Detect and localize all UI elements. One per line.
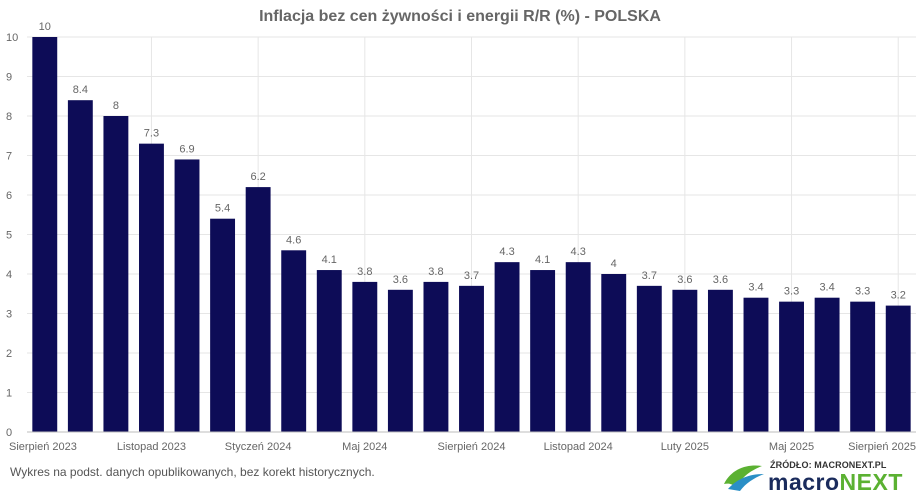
bars-layer xyxy=(32,37,911,432)
y-tick-label: 8 xyxy=(6,111,12,123)
bar-value-label: 6.2 xyxy=(250,171,265,183)
bar-value-label: 3.7 xyxy=(642,270,657,282)
bar-value-label: 3.3 xyxy=(855,286,870,298)
bar-value-label: 3.4 xyxy=(748,282,763,294)
logo-source-text: ŹRÓDŁO: MACRONEXT.PL xyxy=(770,460,887,470)
bar xyxy=(210,218,236,432)
bar xyxy=(281,250,307,432)
bar xyxy=(814,297,840,432)
x-tick-label: Luty 2025 xyxy=(661,441,709,453)
bar-value-label: 3.3 xyxy=(784,286,799,298)
y-tick-label: 1 xyxy=(6,388,12,400)
bar xyxy=(636,285,662,432)
logo-wordmark: macroNEXT xyxy=(768,470,903,494)
x-tick-label: Sierpień 2025 xyxy=(848,441,916,453)
bar xyxy=(103,116,129,432)
bar-value-label: 4.1 xyxy=(322,254,337,266)
bar-value-label: 4.1 xyxy=(535,254,550,266)
source-logo: ŹRÓDŁO: MACRONEXT.PL macroNEXT xyxy=(722,458,918,496)
data-labels-layer: 10 8.4 8 7.3 6.9 5.4 6.2 4.6 4.1 3.8 3.6 3.8 3.7 4.3 4… xyxy=(39,21,906,302)
bar xyxy=(352,281,378,432)
x-tick-label: Listopad 2023 xyxy=(117,441,186,453)
y-tick-label: 2 xyxy=(6,348,12,360)
bar-value-label: 4.3 xyxy=(499,246,514,258)
bar-value-label: 6.9 xyxy=(179,143,194,155)
bar-value-label: 3.8 xyxy=(357,266,372,278)
bar xyxy=(139,143,164,432)
chart-title: Inflacja bez cen żywności i energii R/R … xyxy=(259,8,661,25)
bar-value-label: 3.2 xyxy=(891,290,906,302)
bar xyxy=(494,262,520,432)
bar xyxy=(885,305,911,432)
y-tick-label: 5 xyxy=(6,230,12,242)
bar-value-label: 4.6 xyxy=(286,234,301,246)
bar-value-label: 3.8 xyxy=(428,266,443,278)
x-tick-label: Maj 2024 xyxy=(342,441,387,453)
y-tick-label: 10 xyxy=(6,32,18,44)
x-tick-label: Listopad 2024 xyxy=(544,441,613,453)
bar xyxy=(530,270,556,432)
bar-value-label: 7.3 xyxy=(144,128,159,140)
logo-word-part2: NEXT xyxy=(839,469,903,495)
x-tick-label: Sierpień 2023 xyxy=(9,441,77,453)
bar-value-label: 10 xyxy=(39,21,51,33)
bar xyxy=(423,281,449,432)
bar xyxy=(245,187,271,432)
bar-value-label: 4.3 xyxy=(571,246,586,258)
bar xyxy=(672,289,698,432)
bar xyxy=(316,270,342,432)
y-tick-label: 7 xyxy=(6,151,12,163)
bar-value-label: 3.6 xyxy=(393,274,408,286)
bar xyxy=(707,289,733,432)
bar-value-label: 8.4 xyxy=(73,84,88,96)
bar-value-label: 3.6 xyxy=(677,274,692,286)
bar-value-label: 4 xyxy=(611,258,617,270)
bar xyxy=(174,159,200,432)
footnote: Wykres na podst. danych opublikowanych, … xyxy=(10,465,375,479)
bar xyxy=(743,297,769,432)
x-axis: Sierpień 2023 Listopad 2023 Styczeń 2024 Ma… xyxy=(9,431,916,453)
x-tick-label: Sierpień 2024 xyxy=(438,441,506,453)
y-tick-label: 6 xyxy=(6,190,12,202)
bar xyxy=(565,262,591,432)
y-tick-label: 4 xyxy=(6,269,12,281)
bar xyxy=(32,37,58,432)
y-tick-label: 0 xyxy=(6,427,12,439)
bar xyxy=(850,301,876,432)
bar-value-label: 3.7 xyxy=(464,270,479,282)
bar-value-label: 5.4 xyxy=(215,203,230,215)
bar-value-label: 3.4 xyxy=(819,282,834,294)
bar xyxy=(387,289,413,432)
bar xyxy=(779,301,804,432)
bar-value-label: 3.6 xyxy=(713,274,728,286)
y-tick-label: 9 xyxy=(6,72,12,84)
x-tick-label: Styczeń 2024 xyxy=(225,441,292,453)
bar xyxy=(459,285,484,432)
bar xyxy=(601,274,627,432)
bar-value-label: 8 xyxy=(113,100,119,112)
x-tick-label: Maj 2025 xyxy=(769,441,814,453)
logo-word-part1: macro xyxy=(768,469,840,495)
leaf-swoosh-icon xyxy=(724,465,764,491)
bar xyxy=(67,100,93,432)
y-tick-label: 3 xyxy=(6,309,12,321)
y-axis: 0 1 2 3 4 5 6 7 8 9 10 xyxy=(6,32,18,439)
